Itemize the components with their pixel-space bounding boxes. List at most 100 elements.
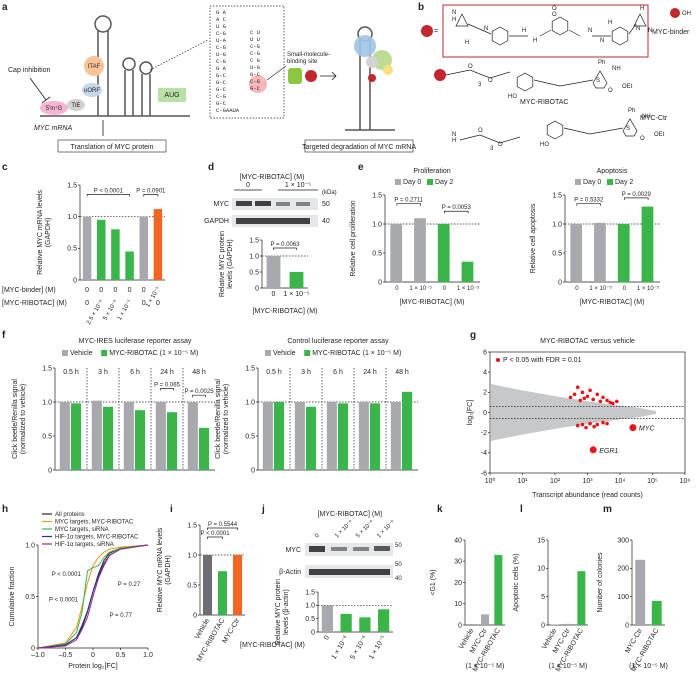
point: [578, 398, 583, 403]
bar: [289, 272, 304, 288]
chart-title: Control luciferase reporter assay: [287, 338, 389, 345]
blot-row: [305, 543, 393, 556]
x-tick-label: 0: [443, 286, 447, 292]
sequence: G-C: [250, 85, 261, 92]
bar: [467, 623, 476, 625]
sequence: C-G: [216, 44, 226, 51]
bracket: [160, 388, 174, 391]
rnase: [366, 56, 378, 68]
red-circle: [434, 69, 446, 81]
y-axis-label: Cumulative fraction: [9, 566, 16, 626]
bar: [111, 229, 120, 280]
bar: [390, 402, 401, 470]
annotation: P = 0.0063: [270, 242, 300, 248]
y-tick-label: 1.0: [187, 552, 197, 559]
y-axis-label: Relative MYC protein: [275, 579, 282, 645]
band: [276, 202, 290, 206]
atom: HO: [508, 94, 517, 100]
x-tick-label: 0: [128, 287, 132, 294]
point: [598, 399, 603, 404]
atom: Ph: [628, 108, 635, 114]
hairpin: [141, 74, 151, 116]
zoom-line: [149, 39, 209, 71]
lane-label: 1 × 10⁻⁵: [375, 518, 396, 539]
legend-label: MYC-RIBOTAC (1 × 10⁻⁵ M): [312, 350, 401, 357]
bar: [358, 402, 369, 470]
legend-swatch: [304, 350, 311, 356]
x-tick-label: 0.5 h: [266, 369, 282, 376]
annotation: P = 0.0025: [184, 389, 214, 395]
atom: H: [608, 20, 612, 26]
legend-label: Day 2: [615, 179, 633, 186]
bar: [461, 261, 474, 282]
bar: [390, 224, 403, 282]
point: [572, 392, 577, 397]
bar: [233, 555, 242, 615]
bar: [155, 402, 166, 470]
atom: H: [465, 40, 469, 46]
label: MYC-RIBOTAC: [520, 99, 568, 106]
bar: [651, 600, 662, 625]
ring: [546, 120, 564, 140]
red-circle: [670, 8, 680, 18]
x-axis-label: [MYC-RIBOTAC] (M): [580, 299, 645, 306]
row-label: MYC: [285, 547, 301, 554]
annotation: MYC: [639, 426, 656, 433]
x-tick-label: 5 × 10⁻⁶: [349, 634, 368, 660]
panel-label: i: [170, 504, 173, 515]
band: [374, 546, 390, 551]
band: [255, 201, 271, 206]
row-label: β-Actin: [279, 569, 301, 576]
x-tick-label: 0: [272, 291, 276, 298]
bracket: [576, 203, 601, 206]
chart-title: Proliferation: [413, 168, 450, 175]
box: [57, 139, 167, 153]
atom: N: [484, 26, 488, 32]
y-tick-label: 1.0: [245, 399, 255, 406]
annotation: P = 0.065: [154, 382, 180, 388]
point: [575, 423, 580, 428]
linker: [459, 134, 521, 144]
x-tick-label: 0: [142, 287, 146, 294]
legend-swatch: [575, 179, 581, 185]
atom: O: [608, 88, 613, 94]
y-tick-label: 0: [483, 410, 487, 417]
legend-swatch: [62, 350, 68, 356]
y-tick-label: 200: [617, 566, 629, 573]
y-axis-label: Relative MYC mRNA levels: [37, 190, 44, 275]
sequence: U-G: [216, 51, 226, 58]
panel-label: j: [261, 504, 265, 515]
x-tick-label: 0: [85, 300, 89, 307]
y-axis-label: levels (GAPDH): [227, 239, 234, 288]
ring: [455, 13, 469, 27]
legend-swatch: [427, 179, 433, 185]
x-tick-label: 0: [395, 286, 399, 292]
x-tick-label: 1 × 10⁻⁵: [637, 285, 660, 292]
bar: [187, 402, 198, 470]
y-axis-label: (GAPDH): [45, 218, 52, 248]
label: TIE: [71, 103, 80, 109]
y-tick-label: -6: [481, 470, 487, 477]
point: [615, 399, 619, 404]
y-tick-label: 15: [537, 537, 545, 544]
bar: [402, 391, 413, 470]
y-tick-label: 5: [541, 594, 545, 601]
legend-label: MYC targets, siRNA: [55, 527, 109, 533]
y-tick-label: 0: [625, 622, 629, 629]
x-tick-label: 10²: [550, 478, 561, 485]
bar: [635, 559, 646, 625]
sequence: C-G: [250, 78, 260, 85]
legend-label: All proteins: [55, 512, 85, 518]
point: [580, 390, 585, 395]
row-label: [MYC-binder] (M): [2, 287, 56, 294]
line: [37, 544, 149, 649]
hairpin-loop: [139, 61, 153, 75]
ring: [633, 13, 647, 27]
band: [353, 547, 369, 551]
band: [309, 546, 325, 552]
legend-label: HIF-1α targets, MYC-RIBOTAC: [55, 535, 139, 541]
atom: N: [600, 38, 604, 44]
label: ITAF: [88, 64, 101, 70]
sequence: G-C: [216, 79, 227, 86]
